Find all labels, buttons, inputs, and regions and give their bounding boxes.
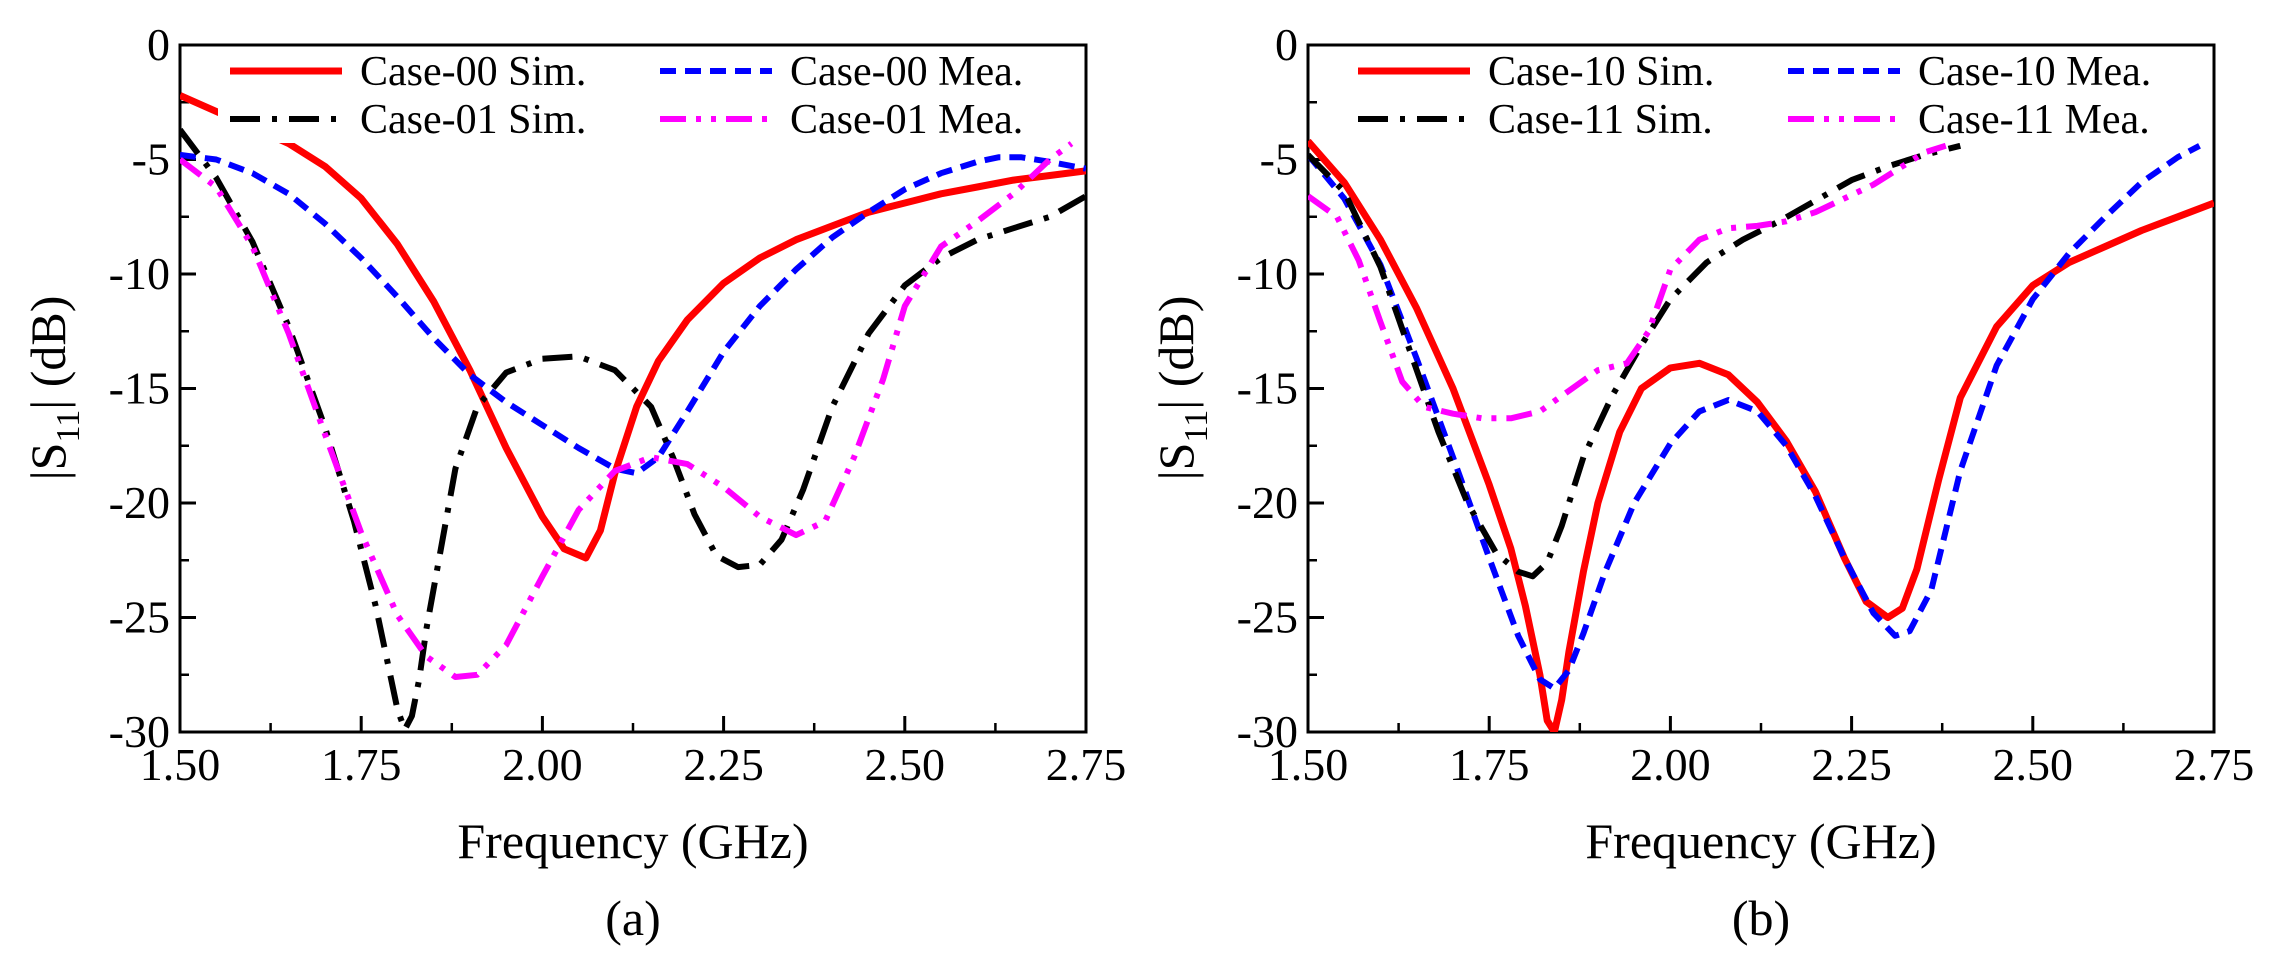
y-axis-title: |S11| (dB) [1148, 296, 1215, 481]
y-tick-labels: 0 -5 -10 -15 -20 -25 -30 [1237, 19, 1298, 757]
y-axis-title: |S11| (dB) [20, 296, 87, 481]
x-axis-title: Frequency (GHz) [457, 813, 808, 869]
legend-label-case-10-mea: Case-10 Mea. [1918, 49, 2151, 95]
legend-bg [1346, 97, 1748, 143]
series-line-case-01-sim [180, 127, 1086, 732]
y-axis-title-tail: | (dB) [20, 296, 76, 410]
series-lines [1308, 138, 2214, 732]
legend-label-case-00-sim: Case-00 Sim. [360, 49, 586, 95]
x-tick-label: 2.75 [2174, 739, 2255, 790]
x-axis-title: Frequency (GHz) [1585, 813, 1936, 869]
x-tick-label: 2.50 [1993, 739, 2074, 790]
legend-label-case-01-sim: Case-01 Sim. [360, 97, 586, 143]
y-tick-label: -20 [1237, 477, 1298, 528]
y-tick-label: -5 [1260, 134, 1298, 185]
legend-label-case-10-sim: Case-10 Sim. [1488, 49, 1714, 95]
y-axis-title-sub: 11 [50, 410, 87, 443]
tick-marks [1306, 43, 2216, 734]
x-tick-label: 2.75 [1046, 739, 1127, 790]
y-axis-title-main: |S [20, 443, 76, 481]
x-tick-labels: 1.50 1.75 2.00 2.25 2.50 2.75 [1268, 739, 2255, 790]
x-tick-label: 2.50 [865, 739, 946, 790]
legend-bg [218, 97, 620, 143]
panel-label: (a) [605, 890, 661, 946]
x-tick-label: 2.25 [683, 739, 764, 790]
series-line-case-11-mea [1308, 142, 1947, 422]
y-tick-label: -10 [109, 248, 170, 299]
x-tick-label: 1.75 [321, 739, 402, 790]
y-tick-label: -30 [109, 706, 170, 757]
series-line-case-00-sim [180, 92, 1086, 562]
y-tick-label: -5 [132, 134, 170, 185]
chart-panel-b: 0 -5 -10 -15 -20 -25 -30 1.50 1.75 2.00 2.25 2.50 2… [1148, 19, 2254, 946]
legend: Case-10 Sim. Case-10 Mea. Case-11 Sim. Case… [1346, 49, 2178, 143]
y-tick-label: -15 [1237, 363, 1298, 414]
y-tick-label: -25 [109, 592, 170, 643]
y-tick-label: -30 [1237, 706, 1298, 757]
x-tick-label: 2.00 [1630, 739, 1711, 790]
legend-label-case-00-mea: Case-00 Mea. [790, 49, 1023, 95]
series-line-case-00-mea [180, 151, 1086, 477]
y-tick-label: 0 [147, 19, 170, 70]
y-tick-label: -25 [1237, 592, 1298, 643]
y-tick-label: -15 [109, 363, 170, 414]
series-line-case-10-sim [1308, 138, 2214, 732]
panel-label: (b) [1732, 890, 1790, 946]
series-lines [180, 92, 1086, 732]
legend-label-case-11-mea: Case-11 Mea. [1918, 97, 2150, 143]
y-axis-title-main: |S [1148, 443, 1204, 481]
y-tick-label: -20 [109, 477, 170, 528]
x-tick-label: 2.25 [1811, 739, 1892, 790]
legend: Case-00 Sim. Case-00 Mea. Case-01 Sim. Case… [218, 49, 1050, 143]
legend-label-case-11-sim: Case-11 Sim. [1488, 97, 1713, 143]
y-axis-title-sub: 11 [1178, 410, 1215, 443]
legend-label-case-01-mea: Case-01 Mea. [790, 97, 1023, 143]
plot-frame [178, 43, 1088, 734]
x-tick-label: 1.50 [140, 739, 221, 790]
series-line-case-10-mea [1308, 143, 2201, 692]
x-tick-label: 1.75 [1449, 739, 1530, 790]
y-tick-label: 0 [1275, 19, 1298, 70]
y-axis-title-tail: | (dB) [1148, 296, 1204, 410]
x-tick-label: 2.00 [502, 739, 583, 790]
y-tick-label: -10 [1237, 248, 1298, 299]
chart-panel-a: 0 -5 -10 -15 -20 -25 -30 1.50 1.75 2.00 2.25 2.50 2… [20, 19, 1126, 946]
x-tick-label: 1.50 [1268, 739, 1349, 790]
series-line-case-11-sim [1308, 142, 1962, 580]
plot-frame [1306, 43, 2216, 734]
series-line-case-01-mea [180, 141, 1074, 680]
x-tick-labels: 1.50 1.75 2.00 2.25 2.50 2.75 [140, 739, 1127, 790]
y-tick-labels: 0 -5 -10 -15 -20 -25 -30 [109, 19, 170, 757]
tick-marks [178, 43, 1088, 734]
